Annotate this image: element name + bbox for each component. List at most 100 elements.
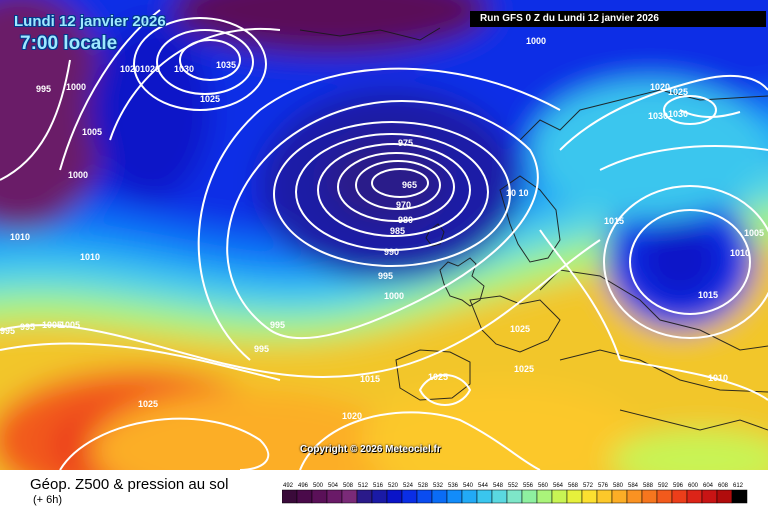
- isobar-label: 10 10: [506, 188, 529, 198]
- isobar-label: 1010: [730, 248, 750, 258]
- scale-swatch: [596, 489, 613, 504]
- isobar-label: 1000: [68, 170, 88, 180]
- isobar-label: 965: [402, 180, 417, 190]
- isobar-label: 1020: [342, 411, 362, 421]
- isobar-label: 1000: [384, 291, 404, 301]
- legend-subtitle: (+ 6h): [33, 494, 63, 506]
- scale-swatch: [416, 489, 433, 504]
- scale-swatch: [551, 489, 568, 504]
- scale-swatch: [536, 489, 553, 504]
- scale-tick-label: 500: [313, 483, 324, 489]
- scale-tick-label: 548: [493, 483, 504, 489]
- scale-swatch: [476, 489, 493, 504]
- scale-swatch: [341, 489, 358, 504]
- scale-tick-label: 588: [643, 483, 654, 489]
- scale-tick-label: 512: [358, 483, 369, 489]
- isobar-label: 1025: [428, 372, 448, 382]
- scale-swatch: [371, 489, 388, 504]
- scale-tick-label: 532: [433, 483, 444, 489]
- isobar-label: 985: [390, 226, 405, 236]
- legend-title: Géop. Z500 & pression au sol: [30, 476, 229, 493]
- scale-tick-label: 584: [628, 483, 639, 489]
- scale-swatch: [296, 489, 313, 504]
- scale-tick-label: 520: [388, 483, 399, 489]
- isobar-label: 1010: [10, 232, 30, 242]
- scale-swatch: [401, 489, 418, 504]
- isobar-label: 1005: [82, 127, 102, 137]
- isobar-label: 970: [396, 200, 411, 210]
- isobar-label: 995: [0, 326, 15, 336]
- scale-swatch: [611, 489, 628, 504]
- isobars: [0, 9, 768, 470]
- scale-swatch: [506, 489, 523, 504]
- scale-tick-label: 540: [463, 483, 474, 489]
- isobar-label: 990: [384, 247, 399, 257]
- isobar-label: 1005: [744, 228, 764, 238]
- scale-swatch: [701, 489, 718, 504]
- scale-tick-label: 524: [403, 483, 414, 489]
- isobar-label: 995: [378, 271, 393, 281]
- scale-swatch: [671, 489, 688, 504]
- isobar-label: 1030: [648, 111, 668, 121]
- scale-tick-label: 552: [508, 483, 519, 489]
- scale-swatch: [326, 489, 343, 504]
- scale-swatch: [311, 489, 328, 504]
- isobar-label: 995: [270, 320, 285, 330]
- scale-swatch: [356, 489, 373, 504]
- scale-swatch: [716, 489, 733, 504]
- isobar-label: 1020: [140, 64, 160, 74]
- scale-swatch: [731, 489, 748, 504]
- scale-tick-label: 496: [298, 483, 309, 489]
- scale-swatch: [461, 489, 478, 504]
- scale-tick-label: 516: [373, 483, 384, 489]
- isobar-label: 1005: [60, 320, 80, 330]
- scale-tick-label: 492: [283, 483, 294, 489]
- scale-tick-label: 568: [568, 483, 579, 489]
- isobar-label: 1015: [360, 374, 380, 384]
- forecast-time: 7:00 locale: [20, 33, 118, 54]
- copyright-notice: Copyright © 2026 Meteociel.fr: [300, 444, 441, 455]
- scale-swatch: [431, 489, 448, 504]
- scale-swatch: [521, 489, 538, 504]
- scale-tick-label: 596: [673, 483, 684, 489]
- scale-swatch: [686, 489, 703, 504]
- isobar-label: 1000: [526, 36, 546, 46]
- isobar-label: 1020: [650, 82, 670, 92]
- scale-swatch: [566, 489, 583, 504]
- isobar-label: 1030: [668, 109, 688, 119]
- scale-tick-label: 528: [418, 483, 429, 489]
- run-info-banner: Run GFS 0 Z du Lundi 12 janvier 2026: [470, 11, 766, 27]
- isobar-label: 1030: [174, 64, 194, 74]
- scale-tick-label: 556: [523, 483, 534, 489]
- scale-tick-label: 560: [538, 483, 549, 489]
- scale-tick-label: 572: [583, 483, 594, 489]
- scale-tick-label: 604: [703, 483, 714, 489]
- isobar-label: 1035: [216, 60, 236, 70]
- scale-tick-label: 564: [553, 483, 564, 489]
- isobar-label: 1025: [668, 87, 688, 97]
- scale-swatch: [386, 489, 403, 504]
- isobar-label: 995: [20, 322, 35, 332]
- scale-tick-label: 612: [733, 483, 744, 489]
- isobar-label: 1025: [510, 324, 530, 334]
- isobar-label: 980: [398, 215, 413, 225]
- geopotential-map: 995 1000 1005 1000 1010 1010 1020 1020 1…: [0, 0, 768, 470]
- isobar-label: 1025: [514, 364, 534, 374]
- isobar-label: 1000: [66, 82, 86, 92]
- scale-swatch: [641, 489, 658, 504]
- isobar-label: 1015: [604, 216, 624, 226]
- isobar-label: 1025: [200, 94, 220, 104]
- land-outlines: [299, 27, 768, 431]
- scale-tick-label: 504: [328, 483, 339, 489]
- scale-swatch: [626, 489, 643, 504]
- scale-tick-label: 576: [598, 483, 609, 489]
- isobar-label: 1015: [698, 290, 718, 300]
- scale-swatch: [282, 489, 298, 504]
- isobar-label: 975: [398, 138, 413, 148]
- forecast-date: Lundi 12 janvier 2026: [14, 13, 166, 30]
- isobar-label: 1010: [708, 373, 728, 383]
- isobar-label-layer: 995 1000 1005 1000 1010 1010 1020 1020 1…: [0, 36, 764, 421]
- isobar-label: 1005: [42, 320, 62, 330]
- scale-tick-label: 600: [688, 483, 699, 489]
